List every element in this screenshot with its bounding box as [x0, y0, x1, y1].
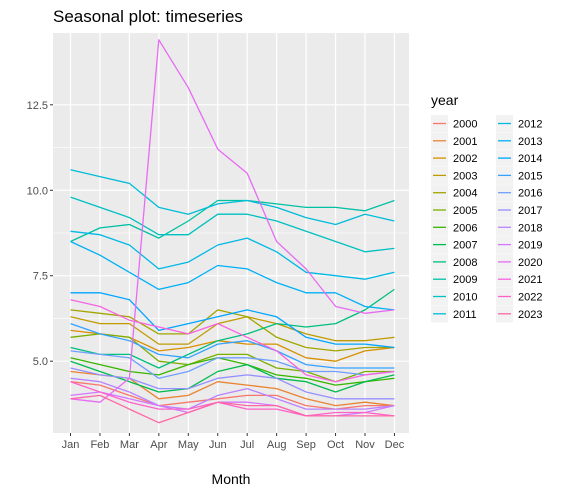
legend-label: 2007	[453, 240, 477, 252]
legend-label: 2000	[453, 119, 477, 131]
legend-label: 2015	[518, 170, 542, 182]
y-tick-label: 10.0	[27, 185, 48, 197]
x-tick-label: Feb	[90, 439, 109, 451]
legend-title: year	[431, 92, 459, 108]
x-axis: Jan Feb Mar Apr May Jun Jul Aug Sep Oct Nov Dec	[62, 433, 405, 451]
legend-label: 2003	[453, 170, 477, 182]
legend-label: 2013	[518, 136, 542, 148]
x-tick-label: May	[178, 439, 199, 451]
series-lines	[70, 39, 395, 424]
legend-label: 2001	[453, 136, 477, 148]
legend-label: 2004	[453, 188, 477, 200]
legend-label: 2016	[518, 188, 542, 200]
series-line-2021	[70, 299, 395, 383]
legend-label: 2011	[453, 309, 477, 321]
legend-label: 2021	[518, 274, 542, 286]
series-line-2020	[70, 39, 395, 403]
series-line-2003	[70, 316, 395, 345]
series-line-2015	[70, 322, 395, 369]
legend-label: 2023	[518, 309, 542, 321]
x-tick-label: Jul	[240, 439, 254, 451]
series-line-2009	[70, 199, 395, 243]
legend-label: 2020	[518, 257, 542, 269]
legend-label: 2008	[453, 257, 477, 269]
series-line-2012	[70, 230, 395, 280]
legend-label: 2022	[518, 292, 542, 304]
y-tick-label: 12.5	[27, 100, 48, 112]
series-line-2008	[70, 288, 395, 369]
y-tick-label: 7.5	[33, 271, 48, 283]
legend-label: 2009	[453, 274, 477, 286]
x-tick-label: Sep	[296, 439, 316, 451]
x-tick-label: Jan	[62, 439, 80, 451]
series-line-2013	[70, 240, 395, 311]
x-tick-label: Jun	[209, 439, 227, 451]
series-line-2023	[70, 394, 395, 424]
x-tick-label: Oct	[327, 439, 344, 451]
legend-label: 2002	[453, 153, 477, 165]
y-axis: 5.0 7.5 10.0 12.5	[27, 100, 53, 368]
series-line-2018	[70, 377, 395, 410]
legend-label: 2005	[453, 205, 477, 217]
y-tick-label: 5.0	[33, 356, 48, 368]
x-axis-title: Month	[212, 471, 251, 487]
legend-label: 2012	[518, 119, 542, 131]
grid-lines	[53, 33, 409, 433]
series-line-2017	[70, 367, 395, 400]
x-tick-label: Nov	[355, 439, 375, 451]
legend-label: 2010	[453, 292, 477, 304]
x-tick-label: Mar	[120, 439, 139, 451]
x-tick-label: Apr	[150, 439, 167, 451]
legend-label: 2018	[518, 222, 542, 234]
legend-label: 2019	[518, 240, 542, 252]
series-line-2006	[70, 357, 395, 386]
series-line-2022	[70, 381, 395, 417]
series-line-2011	[70, 169, 395, 226]
series-line-2007	[70, 360, 395, 393]
x-tick-label: Aug	[267, 439, 287, 451]
series-line-2010	[70, 196, 395, 253]
legend-label: 2014	[518, 153, 542, 165]
series-line-2016	[70, 350, 395, 379]
legend-label: 2017	[518, 205, 542, 217]
x-tick-label: Dec	[385, 439, 405, 451]
legend: 2000 2001 2002 2003 2004 2005 2006 2007 2008 2009…	[431, 115, 542, 323]
legend-label: 2006	[453, 222, 477, 234]
series-line-2014	[70, 292, 395, 349]
chart-title: Seasonal plot: timeseries	[53, 7, 243, 26]
